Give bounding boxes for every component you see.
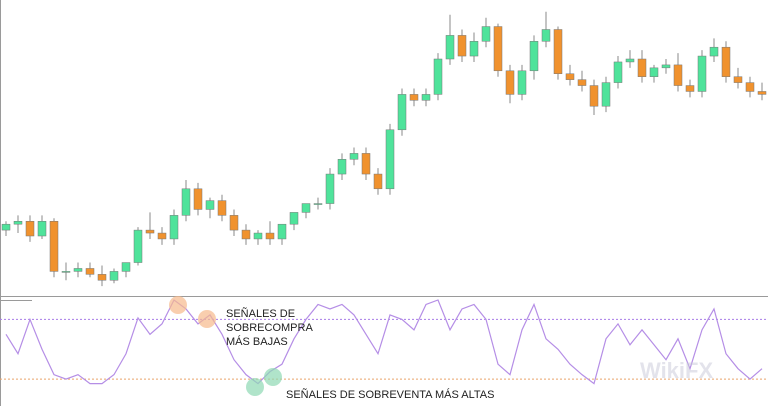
- candle-body: [217, 200, 227, 216]
- signal-marker: [264, 368, 282, 386]
- candle-body: [313, 203, 323, 205]
- signal-marker: [169, 296, 187, 314]
- candle-body: [601, 82, 611, 107]
- candle-body: [529, 41, 539, 72]
- signal-marker: [198, 310, 216, 328]
- indicator-line: [5, 299, 763, 385]
- candle-body: [253, 232, 263, 240]
- candle-body: [325, 173, 335, 204]
- signal-marker: [246, 378, 264, 396]
- candle-body: [505, 70, 515, 95]
- annotation: SEÑALES DE SOBREVENTA MÁS ALTAS: [286, 388, 494, 401]
- candle-body: [457, 35, 467, 57]
- candle-body: [409, 94, 419, 101]
- candle-body: [433, 58, 443, 95]
- candle-body: [61, 271, 71, 273]
- candle-body: [445, 35, 455, 60]
- candle-body: [565, 73, 575, 80]
- candle-body: [697, 55, 707, 92]
- candle-body: [721, 46, 731, 77]
- candle-body: [301, 203, 311, 213]
- candle-body: [661, 64, 671, 69]
- candle-body: [481, 26, 491, 42]
- candle-body: [397, 94, 407, 131]
- candle-body: [373, 173, 383, 190]
- candle-body: [1, 223, 11, 231]
- candle-body: [649, 67, 659, 77]
- candle-body: [25, 221, 35, 237]
- candle-body: [181, 188, 191, 216]
- candle-body: [133, 229, 143, 263]
- candle-body: [577, 79, 587, 86]
- candle-body: [289, 212, 299, 225]
- candle-body: [49, 221, 59, 272]
- candle-body: [613, 61, 623, 83]
- candle-body: [589, 85, 599, 107]
- candle-body: [553, 29, 563, 74]
- candle-body: [685, 85, 695, 92]
- annotation: SOBRECOMPRA: [226, 322, 313, 334]
- candle-body: [361, 153, 371, 175]
- candle-body: [673, 64, 683, 86]
- annotation: MÁS BAJAS: [226, 335, 288, 348]
- candle-body: [241, 229, 251, 240]
- candle-body: [265, 232, 275, 240]
- candle-body: [637, 58, 647, 77]
- candle-body: [73, 268, 83, 272]
- candle-body: [37, 221, 47, 237]
- candle-body: [157, 232, 167, 240]
- candle-body: [421, 94, 431, 101]
- marks: [0, 11, 768, 385]
- candle-body: [349, 153, 359, 160]
- candle-body: [145, 229, 155, 234]
- annotation: SEÑALES DE: [226, 307, 295, 320]
- candle-body: [205, 200, 215, 210]
- candle-body: [469, 41, 479, 57]
- candle-body: [109, 271, 119, 281]
- candle-body: [709, 46, 719, 57]
- candle-body: [493, 26, 503, 72]
- candle-body: [385, 129, 395, 190]
- candle-body: [541, 29, 551, 42]
- candle-body: [169, 215, 179, 240]
- candle-body: [757, 91, 767, 95]
- candle-body: [121, 262, 131, 272]
- candle-body: [97, 274, 107, 281]
- candle-body: [517, 70, 527, 95]
- candle-body: [85, 268, 95, 275]
- watermark: WikiFX: [640, 358, 713, 383]
- candle-body: [229, 215, 239, 231]
- candle-body: [337, 159, 347, 175]
- candle-body: [193, 188, 203, 210]
- candle-body: [625, 58, 635, 63]
- candle-body: [277, 223, 287, 240]
- candle-body: [745, 82, 755, 92]
- candle-body: [733, 76, 743, 83]
- candle-body: [13, 221, 23, 225]
